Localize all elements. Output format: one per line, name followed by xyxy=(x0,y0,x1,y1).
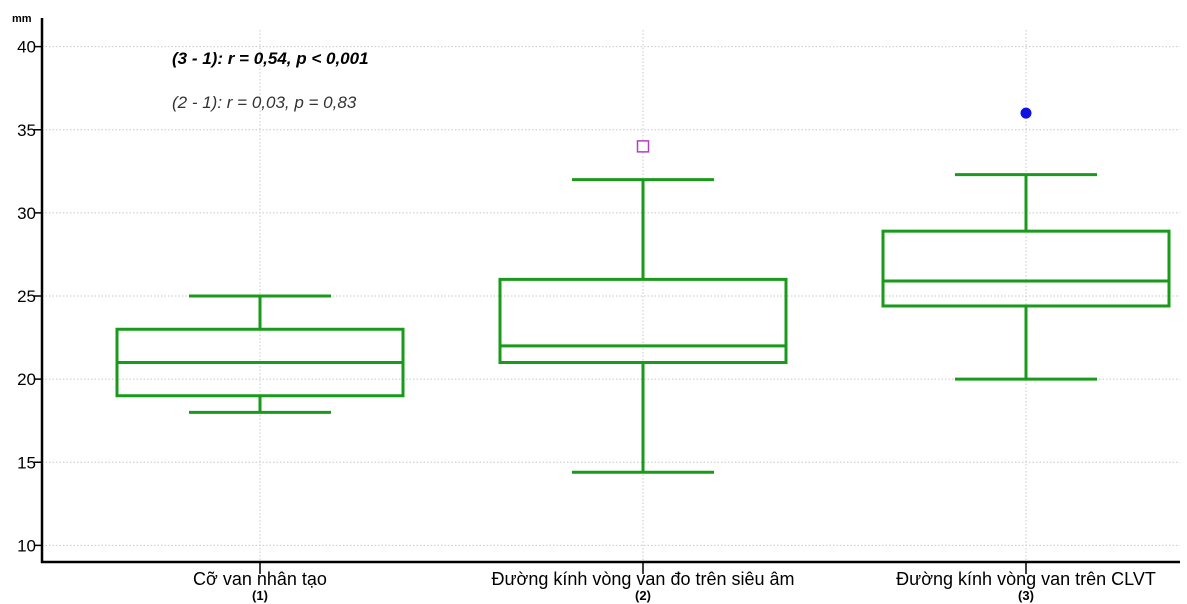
box-plot-series xyxy=(115,107,1171,474)
axes: 10 15 20 25 30 35 40 xyxy=(17,18,1180,574)
correlation-annotation-2-1: (2 - 1): r = 0,03, p = 0,83 xyxy=(172,93,357,112)
category-index-label: (1) xyxy=(252,588,268,603)
y-tick-label: 30 xyxy=(17,204,36,223)
y-tick-label: 35 xyxy=(17,121,36,140)
correlation-annotation-3-1: (3 - 1): r = 0,54, p < 0,001 xyxy=(172,49,369,68)
y-axis-unit-label: mm xyxy=(12,13,32,25)
category-label: Cỡ van nhân tạo xyxy=(193,569,327,589)
box-group xyxy=(498,140,788,474)
category-index-label: (3) xyxy=(1018,588,1034,603)
box-group xyxy=(881,107,1171,381)
category-label: Đường kính vòng van trên CLVT xyxy=(896,569,1156,589)
y-tick-label: 25 xyxy=(17,287,36,306)
category-index-label: (2) xyxy=(635,588,651,603)
y-tick-label: 40 xyxy=(17,38,36,57)
iqr-box xyxy=(498,277,788,364)
y-tick-label: 15 xyxy=(17,453,36,472)
y-tick-label: 10 xyxy=(17,536,36,555)
iqr-box xyxy=(881,229,1171,308)
box-group xyxy=(115,294,405,414)
category-label: Đường kính vòng van đo trên siêu âm xyxy=(491,569,794,589)
y-tick-label: 20 xyxy=(17,370,36,389)
category-labels: Cỡ van nhân tạo(1) Đường kính vòng van đo… xyxy=(193,569,1156,603)
outlier-point xyxy=(1020,107,1032,119)
outlier-point xyxy=(636,140,650,153)
